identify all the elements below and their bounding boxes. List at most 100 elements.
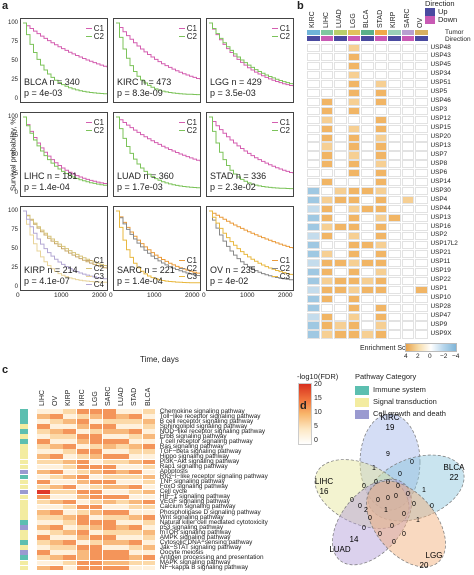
heat-cell xyxy=(307,276,320,285)
heat-cell xyxy=(307,223,320,232)
heat-cell xyxy=(89,434,103,439)
km-plot-luad: C1 C2 LUAD n = 360 p = 1.7e-03 xyxy=(113,112,201,197)
heat-cell xyxy=(50,565,63,571)
heat-cell xyxy=(347,160,361,169)
heat-cell xyxy=(89,409,103,414)
heat-cell xyxy=(63,439,76,444)
pathway-label: Jak−STAT signaling pathway xyxy=(159,543,242,551)
heat-cell xyxy=(320,294,334,303)
col-label-kirp: KIRP xyxy=(390,11,397,28)
venn-region-count: 0 xyxy=(362,525,366,532)
legend-line xyxy=(271,28,278,30)
heat-cell xyxy=(129,474,142,480)
heat-cell xyxy=(142,434,156,439)
km-legend-item: C2 xyxy=(85,33,104,41)
legend-line xyxy=(85,268,92,270)
heat-cell xyxy=(37,545,50,550)
heat-cell xyxy=(89,499,103,505)
heat-cell xyxy=(361,303,374,312)
direction-row-label: Direction xyxy=(445,36,471,43)
legend-line xyxy=(85,260,92,262)
heat-cell xyxy=(320,115,334,124)
heat-cell xyxy=(89,550,103,555)
category-legend: Immune system Signal transduction Cell gro… xyxy=(355,384,446,420)
heat-cell xyxy=(50,479,63,485)
venn-region-count: 0 xyxy=(362,483,366,490)
heat-cell xyxy=(307,70,320,79)
venn-total-lgg: 20 xyxy=(420,561,429,570)
pathway-label: Apoptosis xyxy=(159,468,188,476)
heat-cell xyxy=(37,459,50,465)
heat-cell xyxy=(63,555,76,560)
heat-cell xyxy=(334,196,347,205)
heat-cell xyxy=(415,223,428,232)
legend-text: C1 xyxy=(279,24,290,33)
score-tick: −2 xyxy=(440,353,448,360)
km-legend: C1 C2 xyxy=(85,119,104,135)
heat-cell xyxy=(415,115,428,124)
km-legend: C1 C2 C3 xyxy=(178,257,197,281)
category-cell xyxy=(20,439,28,444)
category-label: Immune system xyxy=(373,385,426,394)
col-label-stad: STAD xyxy=(131,387,139,406)
venn-label-kirc: KIRC xyxy=(380,413,399,422)
heat-cell xyxy=(50,424,63,429)
y-tick: 25 xyxy=(11,77,18,83)
direction-color-cell xyxy=(415,36,428,41)
heat-cell xyxy=(334,151,347,160)
category-swatch xyxy=(355,385,369,395)
heat-cell xyxy=(142,515,156,520)
heat-cell xyxy=(361,70,374,79)
heat-cell xyxy=(347,223,361,232)
heat-cell xyxy=(361,151,374,160)
heat-cell xyxy=(361,142,374,151)
heat-cell xyxy=(374,124,388,133)
heat-cell xyxy=(129,545,142,550)
heat-cell xyxy=(89,464,103,470)
heat-cell xyxy=(361,44,374,53)
heat-cell xyxy=(63,550,76,555)
direction-color-cell xyxy=(307,36,320,41)
heat-cell xyxy=(374,312,388,321)
heat-cell xyxy=(347,276,361,285)
heat-cell xyxy=(103,489,116,495)
heat-cell xyxy=(76,510,90,515)
heat-cell xyxy=(50,504,63,510)
heat-cell xyxy=(361,196,374,205)
pathway-label: FoxO signaling pathway xyxy=(159,483,229,491)
venn-total-kirc: 19 xyxy=(386,423,395,432)
heat-cell xyxy=(37,439,50,444)
heat-cell xyxy=(63,474,76,480)
heat-cell xyxy=(76,504,90,510)
venn-region-count: 1 xyxy=(372,465,376,472)
venn-region-count: 0 xyxy=(392,539,396,546)
category-cell xyxy=(20,545,28,550)
category-cell xyxy=(20,419,28,424)
heat-cell xyxy=(307,187,320,196)
legend-text: C1 xyxy=(279,118,290,127)
fdr-ticks: 20 15 10 5 0 xyxy=(314,381,334,445)
category-legend-item: Signal transduction xyxy=(355,396,446,408)
venn-set-lgg xyxy=(366,480,446,568)
heat-cell xyxy=(63,479,76,485)
heat-cell xyxy=(116,489,129,495)
category-cell xyxy=(20,499,28,505)
heat-cell xyxy=(142,459,156,465)
heat-cell xyxy=(374,196,388,205)
heat-cell xyxy=(374,70,388,79)
heat-cell xyxy=(347,142,361,151)
venn-region-count: 0 xyxy=(368,515,372,522)
legend-text: C2 xyxy=(186,264,197,273)
heat-cell xyxy=(415,169,428,178)
heat-cell xyxy=(334,249,347,258)
y-tick: 75 xyxy=(11,227,18,233)
km-n-label: LIHC n = 181 xyxy=(24,171,78,181)
heat-cell xyxy=(320,231,334,241)
heat-cell xyxy=(129,424,142,429)
x-tick: 1000 xyxy=(240,292,255,299)
heat-cell xyxy=(307,97,320,106)
heat-cell xyxy=(307,294,320,303)
heat-cell xyxy=(374,160,388,169)
heat-cell xyxy=(388,44,401,53)
heat-cell xyxy=(37,510,50,515)
